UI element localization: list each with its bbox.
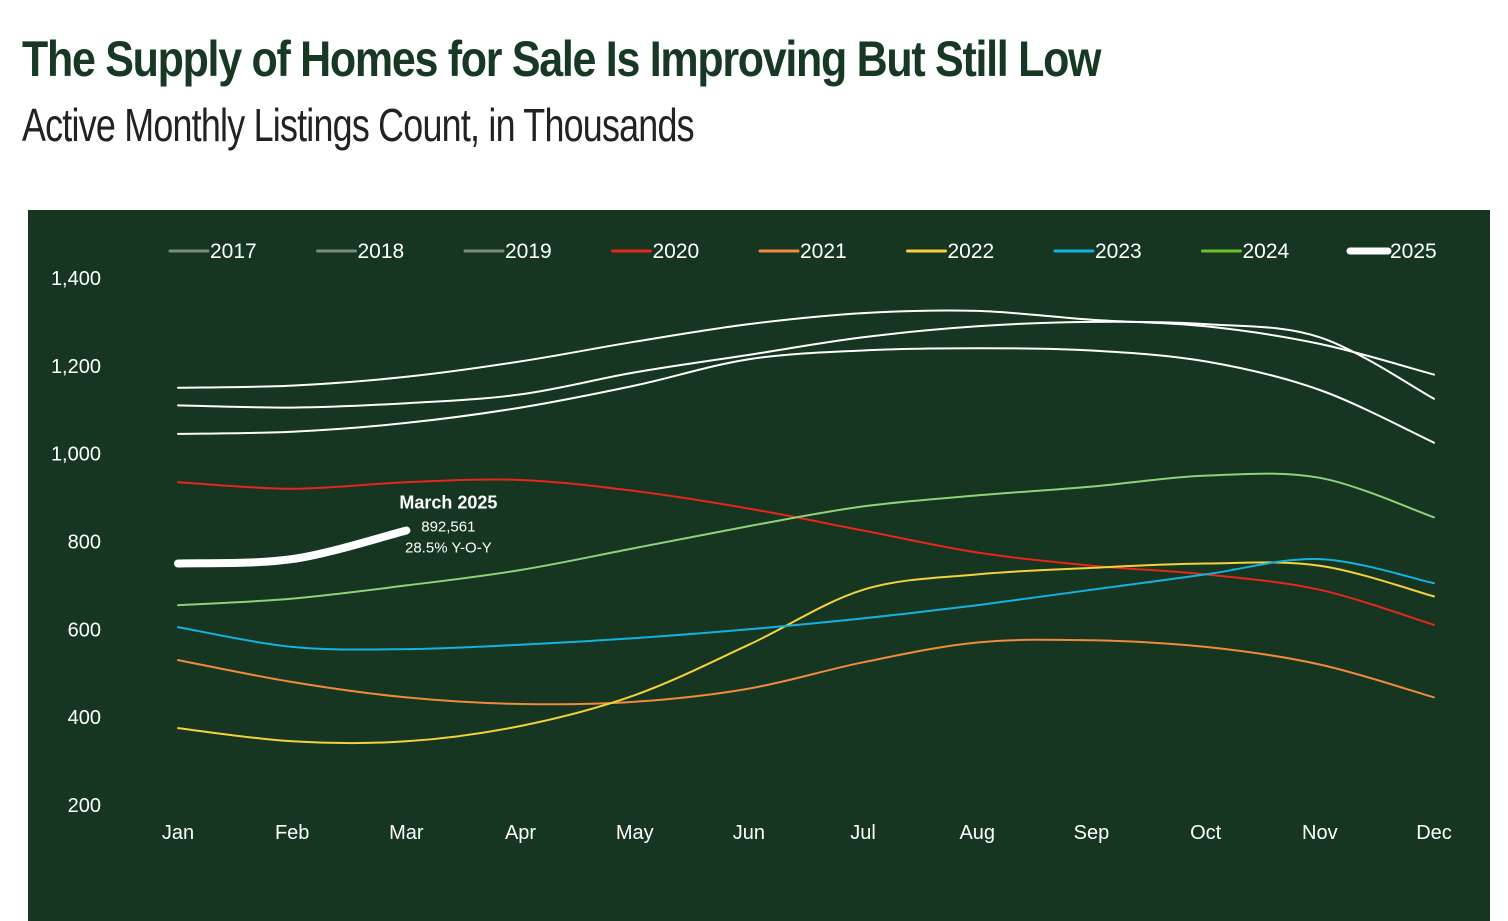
series-line-2019 xyxy=(177,309,1435,389)
series-line-2023 xyxy=(177,558,1435,651)
legend-label-2024: 2024 xyxy=(1243,240,1290,263)
x-tick-label: Jul xyxy=(850,822,876,844)
y-tick-label: 1,000 xyxy=(51,444,101,466)
y-tick-label: 600 xyxy=(68,619,101,641)
series-line-2020 xyxy=(177,478,1435,626)
series-line-2017 xyxy=(177,320,1435,409)
page-title: The Supply of Homes for Sale Is Improvin… xyxy=(22,31,1102,87)
line-chart: 200 400 600 800 1,000 1,200 1,400 Jan Feb Mar Apr M… xyxy=(51,240,1452,844)
annotation-title: March 2025 xyxy=(399,493,497,513)
x-tick-label: Nov xyxy=(1302,822,1338,844)
series-line-2018 xyxy=(177,347,1435,444)
legend-label-2023: 2023 xyxy=(1095,240,1142,263)
series-line-2025 xyxy=(174,526,411,568)
y-tick-label: 800 xyxy=(68,532,101,554)
x-tick-label: Jun xyxy=(733,822,765,844)
page-subtitle: Active Monthly Listings Count, in Thousa… xyxy=(22,99,695,151)
x-tick-label: Feb xyxy=(275,822,309,844)
legend-label-2025: 2025 xyxy=(1390,240,1437,263)
x-tick-label: Oct xyxy=(1190,822,1222,844)
annotation-yoy: 28.5% Y-O-Y xyxy=(405,540,492,557)
x-tick-label: Jan xyxy=(162,822,194,844)
annotation-value: 892,561 xyxy=(421,519,475,536)
y-tick-label: 200 xyxy=(68,795,101,817)
x-tick-label: Apr xyxy=(505,822,536,844)
y-tick-label: 1,200 xyxy=(51,356,101,378)
x-tick-label: May xyxy=(616,822,654,844)
chart-panel: 200 400 600 800 1,000 1,200 1,400 Jan Feb Mar Apr M… xyxy=(28,210,1490,921)
legend-label-2017: 2017 xyxy=(210,240,257,263)
x-tick-label: Mar xyxy=(389,822,424,844)
legend-label-2020: 2020 xyxy=(653,240,700,263)
legend-label-2019: 2019 xyxy=(505,240,552,263)
x-tick-label: Dec xyxy=(1416,822,1452,844)
legend-label-2022: 2022 xyxy=(948,240,995,263)
y-tick-label: 1,400 xyxy=(51,268,101,290)
series-line-2022 xyxy=(177,561,1435,745)
legend-label-2018: 2018 xyxy=(358,240,405,263)
y-tick-label: 400 xyxy=(68,707,101,729)
series-line-2021 xyxy=(177,638,1435,706)
legend-label-2021: 2021 xyxy=(800,240,847,263)
series-line-2024 xyxy=(177,472,1435,607)
x-tick-label: Aug xyxy=(959,822,995,844)
x-tick-label: Sep xyxy=(1074,822,1110,844)
